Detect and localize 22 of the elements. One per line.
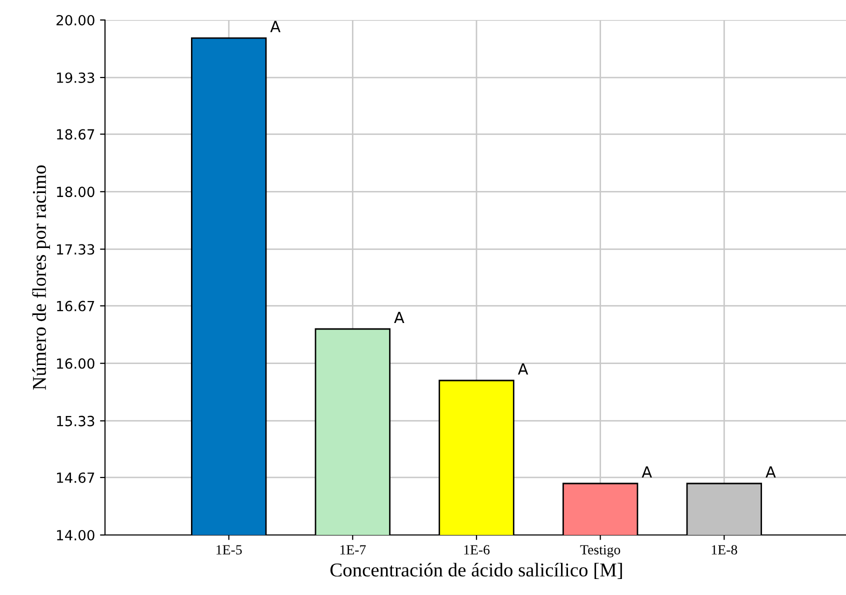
y-tick-label: 20.00 bbox=[56, 14, 94, 26]
x-tick-label: 1E-6 bbox=[464, 545, 490, 554]
y-tick-label: 19.33 bbox=[57, 72, 94, 83]
x-tick-label: Testigo bbox=[580, 545, 620, 558]
annotation: A bbox=[642, 466, 652, 478]
y-tick-label: 14.00 bbox=[57, 530, 94, 540]
x-tick-label: 1E-5 bbox=[216, 545, 242, 554]
y-tick-label: 16.67 bbox=[57, 300, 94, 312]
x-tick-label: 1E-7 bbox=[340, 545, 366, 554]
y-tick-label: 15.33 bbox=[57, 416, 94, 426]
y-axis-title: Número de flores por racimo bbox=[32, 165, 50, 390]
x-axis-title: Concentración de ácido salicílico [M] bbox=[330, 562, 622, 579]
annotation: A bbox=[518, 363, 528, 375]
y-tick-label: 14.67 bbox=[57, 472, 94, 483]
annotation: A bbox=[766, 466, 776, 478]
y-tick-label: 18.00 bbox=[57, 186, 94, 198]
x-tick-label: 1E-8 bbox=[712, 545, 738, 554]
y-tick-label: 17.33 bbox=[57, 244, 94, 255]
y-tick-label: 18.67 bbox=[57, 129, 94, 140]
annotation: A bbox=[394, 312, 404, 324]
annotation: A bbox=[270, 20, 280, 32]
y-tick-label: 16.00 bbox=[57, 358, 94, 369]
